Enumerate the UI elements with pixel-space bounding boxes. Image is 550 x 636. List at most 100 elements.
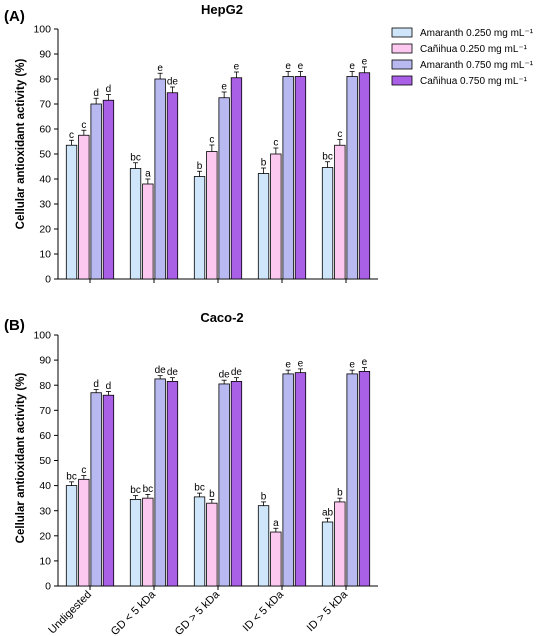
chart-panel-b: (B) Caco-2 Cellular antioxidant activity… xyxy=(4,310,378,636)
significance-label: a xyxy=(145,169,151,180)
significance-label: e xyxy=(362,57,368,68)
significance-label: c xyxy=(81,465,86,476)
y-axis-label-a: Cellular antioxidant activity (%) xyxy=(15,59,27,230)
y-tick-label: 20 xyxy=(39,530,51,542)
bar xyxy=(230,381,243,587)
significance-label: de xyxy=(155,365,167,376)
bar xyxy=(129,499,142,587)
bar xyxy=(230,77,243,280)
significance-label: c xyxy=(69,130,74,141)
significance-label: e xyxy=(362,357,368,368)
bar xyxy=(257,173,270,280)
bar xyxy=(321,521,334,587)
bar xyxy=(270,153,282,280)
legend-swatch-3 xyxy=(391,59,413,70)
bar xyxy=(142,183,154,280)
legend-item-4: Cañihua 0.750 mg mL⁻¹ xyxy=(391,75,528,87)
bar xyxy=(166,92,179,280)
significance-label: c xyxy=(81,120,86,131)
y-tick-label: 30 xyxy=(39,199,51,211)
significance-label: bc xyxy=(194,483,205,494)
legend-label-4: Cañihua 0.750 mg mL⁻¹ xyxy=(420,76,528,87)
significance-label: d xyxy=(106,381,112,392)
bar xyxy=(206,502,218,587)
x-tick-label: GD > 5 kDa xyxy=(173,588,223,636)
significance-label: e xyxy=(285,61,291,72)
bar xyxy=(166,381,179,587)
legend-item-1: Amaranth 0.250 mg mL⁻¹ xyxy=(391,27,534,39)
x-tick-label: ID > 5 kDa xyxy=(305,588,351,634)
y-axis-label-b: Cellular antioxidant activity (%) xyxy=(15,373,27,544)
y-tick-label: 100 xyxy=(33,24,51,36)
y-tick-label: 70 xyxy=(39,99,51,111)
legend-label-1: Amaranth 0.250 mg mL⁻¹ xyxy=(420,28,534,39)
panel-label-a: (A) xyxy=(4,8,25,25)
y-tick-label: 0 xyxy=(45,581,51,593)
bar xyxy=(154,378,166,587)
significance-label: e xyxy=(157,63,163,74)
significance-label: a xyxy=(273,518,279,529)
significance-label: b xyxy=(261,158,267,169)
significance-label: b xyxy=(261,491,267,502)
bar xyxy=(78,134,90,280)
significance-label: e xyxy=(349,61,355,72)
y-tick-label: 90 xyxy=(39,49,51,61)
y-tick-label: 30 xyxy=(39,505,51,517)
significance-label: d xyxy=(106,84,112,95)
bar xyxy=(90,392,102,587)
bar xyxy=(346,76,358,280)
bar xyxy=(206,151,218,280)
significance-label: d xyxy=(93,88,99,99)
legend-swatch-2 xyxy=(391,43,413,54)
bar xyxy=(294,372,307,587)
bar xyxy=(142,497,154,587)
significance-label: de xyxy=(167,77,179,88)
bar xyxy=(282,76,294,280)
bar xyxy=(358,370,371,587)
significance-label: e xyxy=(285,360,291,371)
y-tick-label: 80 xyxy=(39,74,51,86)
legend-item-2: Cañihua 0.250 mg mL⁻¹ xyxy=(391,43,528,55)
bar xyxy=(102,394,115,587)
bar xyxy=(65,144,78,280)
bar xyxy=(65,485,78,587)
significance-label: c xyxy=(273,138,278,149)
bar xyxy=(218,97,230,280)
significance-label: bc xyxy=(143,484,154,495)
bar xyxy=(193,496,206,587)
y-tick-label: 10 xyxy=(39,556,51,568)
significance-label: bc xyxy=(130,485,141,496)
y-tick-label: 0 xyxy=(45,274,51,286)
significance-label: b xyxy=(209,489,215,500)
significance-label: e xyxy=(298,61,304,72)
bar xyxy=(102,99,115,280)
significance-label: d xyxy=(93,379,99,390)
bar xyxy=(193,176,206,280)
significance-label: bc xyxy=(322,151,333,162)
significance-label: c xyxy=(337,129,342,140)
bar xyxy=(90,103,102,280)
bar xyxy=(129,168,142,280)
legend-swatch-4 xyxy=(391,75,413,86)
y-tick-label: 20 xyxy=(39,224,51,236)
significance-label: de xyxy=(231,367,243,378)
legend-item-3: Amaranth 0.750 mg mL⁻¹ xyxy=(391,59,534,71)
x-tick-label: Undigested xyxy=(46,589,94,636)
significance-label: de xyxy=(219,370,231,381)
significance-label: e xyxy=(234,62,240,73)
bar xyxy=(334,144,346,280)
y-tick-label: 40 xyxy=(39,174,51,186)
y-tick-label: 70 xyxy=(39,405,51,417)
significance-label: e xyxy=(349,360,355,371)
legend-label-2: Cañihua 0.250 mg mL⁻¹ xyxy=(420,44,528,55)
y-tick-label: 90 xyxy=(39,355,51,367)
bar xyxy=(358,72,371,280)
bar xyxy=(154,78,166,280)
significance-label: e xyxy=(221,82,227,93)
significance-label: b xyxy=(337,488,343,499)
bar xyxy=(282,373,294,587)
bar xyxy=(294,76,307,280)
x-tick-label: ID < 5 kDa xyxy=(241,588,287,634)
bar xyxy=(257,505,270,587)
